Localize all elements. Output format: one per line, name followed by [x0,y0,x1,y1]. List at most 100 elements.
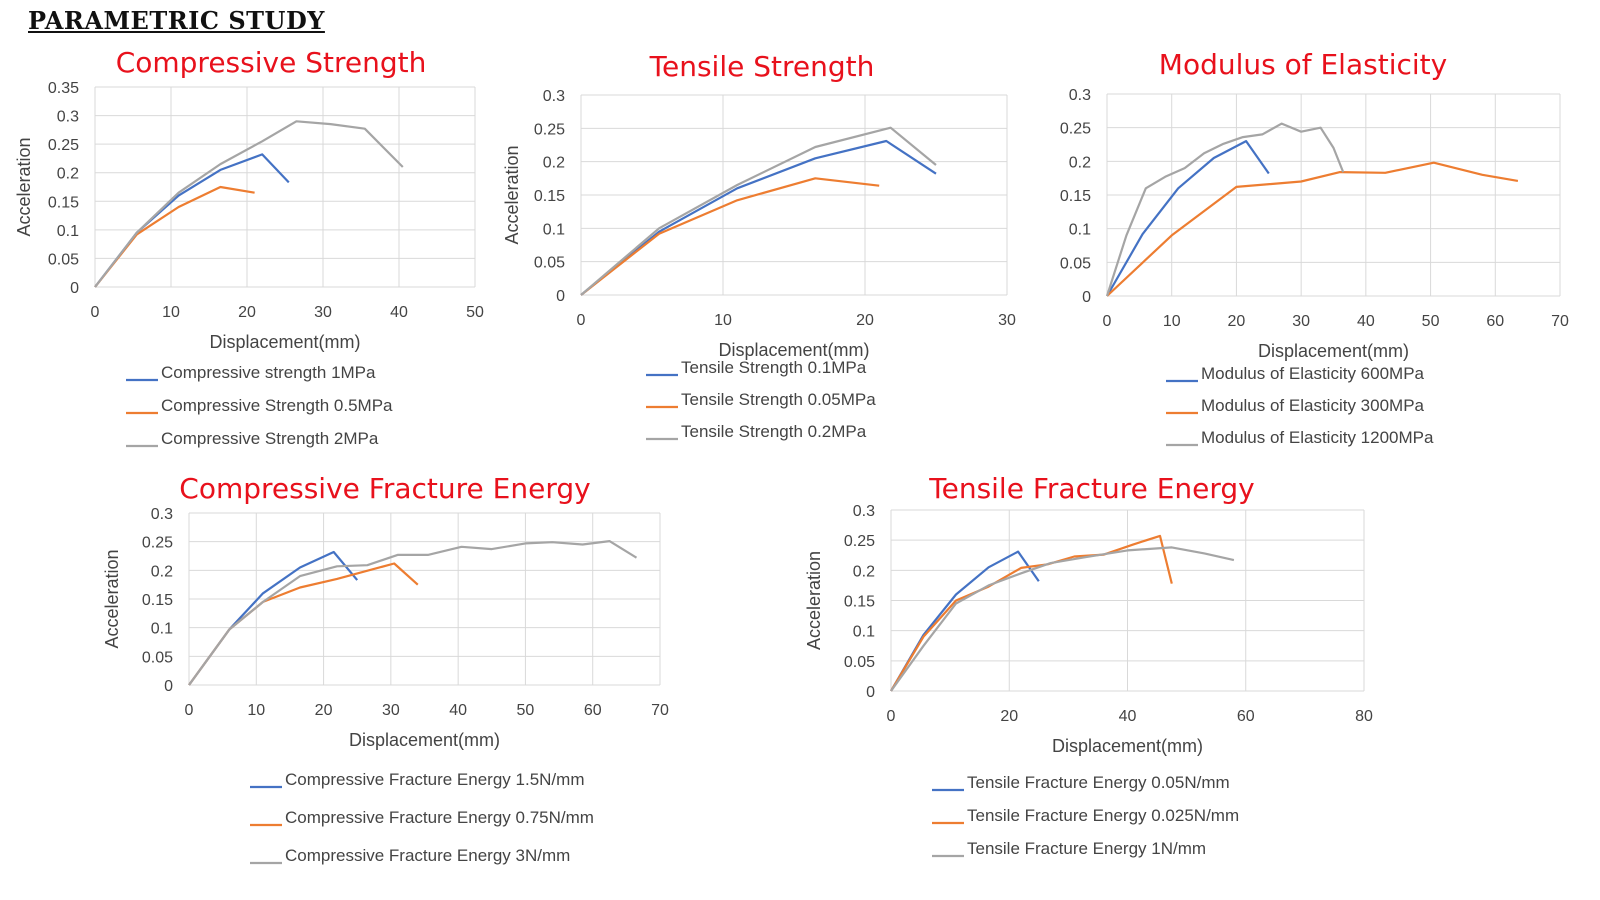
x-tick-label: 30 [998,312,1016,329]
x-tick-label: 40 [1357,313,1375,330]
y-tick-label: 0.15 [844,594,875,611]
y-tick-label: 0 [1082,289,1091,306]
series-line-tensile-strength-0-2mpa [580,126,937,296]
y-tick-label: 0.3 [57,109,79,126]
x-tick-label: 60 [584,702,602,719]
y-tick-label: 0.1 [57,223,79,240]
series-line-compressive-strength-1mpa [94,153,290,288]
tensile-fracture-energy-chart: Tensile Fracture Energy 0 0.05 0.1 0.15 0.2 0.… [804,472,1373,858]
legend-entry: Compressive Fracture Energy 1.5N/mm [285,770,584,789]
series-line-modulus-of-elasticity-1200mpa [1105,122,1345,297]
x-tick-label: 80 [1355,708,1373,725]
x-axis-label: Displacement(mm) [718,340,869,360]
chart-title: Compressive Strength [116,46,427,79]
tensile-strength-chart: Tensile Strength 0 0.05 0.1 0.15 0.2 0.25 0.3 0 1… [502,50,1016,441]
x-tick-label: 0 [91,304,100,321]
x-tick-label: 30 [382,702,400,719]
y-tick-label: 0.1 [543,221,565,238]
x-tick-label: 50 [1422,313,1440,330]
legend-entry: Modulus of Elasticity 300MPa [1201,396,1425,415]
x-tick-label: 10 [247,702,265,719]
x-axis-label: Displacement(mm) [1052,736,1203,756]
x-tick-label: 70 [1551,313,1569,330]
y-tick-label: 0.35 [48,80,79,97]
chart-title: Modulus of Elasticity [1159,48,1447,81]
x-tick-label: 60 [1237,708,1255,725]
x-tick-label: 70 [651,702,669,719]
y-tick-label: 0.05 [844,654,875,671]
x-tick-label: 20 [1000,708,1018,725]
compressive-strength-chart: Compressive Strength 0 0.05 0.1 0.15 0.2 0.25 0… [14,46,484,448]
x-axis-label: Displacement(mm) [209,332,360,352]
series-line-tensile-strength-0-05mpa [580,177,880,296]
chart-title: Compressive Fracture Energy [179,472,590,505]
x-tick-label: 40 [390,304,408,321]
y-axis-label: Acceleration [804,551,824,650]
y-tick-label: 0.25 [142,535,173,552]
series-line-modulus-of-elasticity-300mpa [1106,161,1519,297]
y-tick-label: 0.05 [1060,255,1091,272]
legend-entry: Compressive Strength 2MPa [161,429,379,448]
y-tick-label: 0.25 [48,137,79,154]
series-line-modulus-of-elasticity-600mpa [1106,139,1270,297]
x-tick-label: 30 [1292,313,1310,330]
y-tick-label: 0.05 [142,649,173,666]
series-line-compressive-fracture-energy-3n-mm [188,539,638,686]
series-line-tensile-fracture-energy-1n-mm [890,546,1235,692]
y-tick-label: 0.2 [57,166,79,183]
legend-entry: Modulus of Elasticity 1200MPa [1201,428,1434,447]
y-tick-label: 0.3 [151,506,173,523]
series-line-compressive-strength-0-5mpa [94,185,255,288]
y-tick-label: 0.3 [853,503,875,520]
y-tick-label: 0.25 [534,121,565,138]
series-line-tensile-fracture-energy-0-025n-mm [890,534,1173,692]
series-line-tensile-fracture-energy-0-05n-mm [890,550,1040,692]
series-line-tensile-strength-0-1mpa [580,139,937,296]
y-tick-label: 0 [556,288,565,305]
y-tick-label: 0.2 [1069,154,1091,171]
x-tick-label: 40 [449,702,467,719]
y-tick-label: 0.3 [543,88,565,105]
x-tick-label: 20 [238,304,256,321]
compressive-fracture-energy-chart: Compressive Fracture Energy 0 0.05 0.1 0.15 0… [102,472,669,865]
y-tick-label: 0.05 [534,255,565,272]
x-tick-label: 0 [1103,313,1112,330]
legend-entry: Compressive Strength 0.5MPa [161,396,393,415]
legend-entry: Tensile Fracture Energy 0.05N/mm [967,773,1230,792]
x-tick-label: 0 [887,708,896,725]
y-axis-label: Acceleration [502,145,522,244]
legend-entry: Tensile Strength 0.05MPa [681,390,876,409]
chart-title: Tensile Fracture Energy [928,472,1255,505]
y-tick-label: 0.15 [1060,188,1091,205]
y-axis-label: Acceleration [14,137,34,236]
y-tick-label: 0.2 [151,563,173,580]
legend-entry: Modulus of Elasticity 600MPa [1201,364,1425,383]
x-tick-label: 10 [1163,313,1181,330]
x-tick-label: 20 [1228,313,1246,330]
x-tick-label: 0 [185,702,194,719]
legend-entry: Tensile Strength 0.2MPa [681,422,867,441]
legend-entry: Compressive strength 1MPa [161,363,376,382]
legend-entry: Tensile Strength 0.1MPa [681,358,867,377]
y-tick-label: 0.15 [48,194,79,211]
x-tick-label: 50 [517,702,535,719]
series-line-compressive-fracture-energy-1-5n-mm [188,550,359,686]
modulus-of-elasticity-chart: Modulus of Elasticity 0 0.05 0.1 0.15 0.2 0.25… [1060,48,1569,447]
legend-entry: Tensile Fracture Energy 1N/mm [967,839,1206,858]
x-tick-label: 0 [577,312,586,329]
y-tick-label: 0.2 [853,563,875,580]
y-tick-label: 0.1 [151,621,173,638]
legend-entry: Compressive Fracture Energy 3N/mm [285,846,570,865]
x-tick-label: 10 [714,312,732,329]
x-tick-label: 60 [1486,313,1504,330]
legend-entry: Compressive Fracture Energy 0.75N/mm [285,808,594,827]
series-line-compressive-fracture-energy-0-75n-mm [188,562,419,686]
y-tick-label: 0.05 [48,251,79,268]
x-tick-label: 10 [162,304,180,321]
y-tick-label: 0 [164,678,173,695]
series-line-compressive-strength-2mpa [94,120,404,288]
x-axis-label: Displacement(mm) [1258,341,1409,361]
x-tick-label: 20 [315,702,333,719]
legend-entry: Tensile Fracture Energy 0.025N/mm [967,806,1239,825]
y-tick-label: 0.3 [1069,87,1091,104]
